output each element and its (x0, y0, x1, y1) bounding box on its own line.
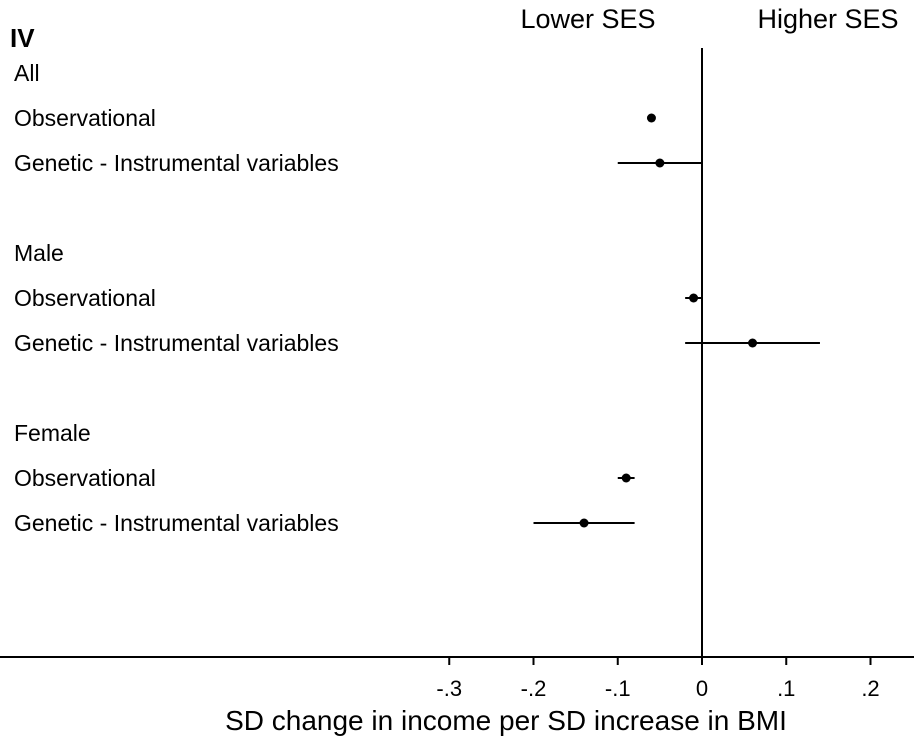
estimate-point (655, 158, 665, 168)
x-tick-label: .1 (777, 676, 795, 701)
group-label-all: All (14, 60, 40, 86)
estimate-point (748, 338, 758, 348)
row-label: Observational (14, 285, 156, 311)
x-tick-label: -.2 (521, 676, 547, 701)
group-label-female: Female (14, 420, 91, 446)
x-tick-label: -.1 (605, 676, 631, 701)
row-label: Genetic - Instrumental variables (14, 150, 339, 176)
row-label: Genetic - Instrumental variables (14, 510, 339, 536)
x-axis-ticks: -.3 -.2 -.1 0 .1 .2 (436, 657, 880, 701)
panel-label: IV (10, 23, 35, 53)
x-tick-label: 0 (696, 676, 708, 701)
higher-ses-label: Higher SES (757, 4, 898, 34)
estimates (533, 113, 820, 528)
estimate-point (621, 473, 631, 483)
row-label: Observational (14, 105, 156, 131)
x-axis-title: SD change in income per SD increase in B… (225, 705, 787, 736)
x-tick-label: .2 (861, 676, 879, 701)
estimate-point (689, 293, 699, 303)
row-label: Genetic - Instrumental variables (14, 330, 339, 356)
row-label: Observational (14, 465, 156, 491)
estimate-point (579, 518, 589, 528)
estimate-point (646, 113, 656, 123)
lower-ses-label: Lower SES (520, 4, 655, 34)
row-labels: All Observational Genetic - Instrumental v… (14, 60, 339, 536)
x-tick-label: -.3 (436, 676, 462, 701)
group-label-male: Male (14, 240, 64, 266)
